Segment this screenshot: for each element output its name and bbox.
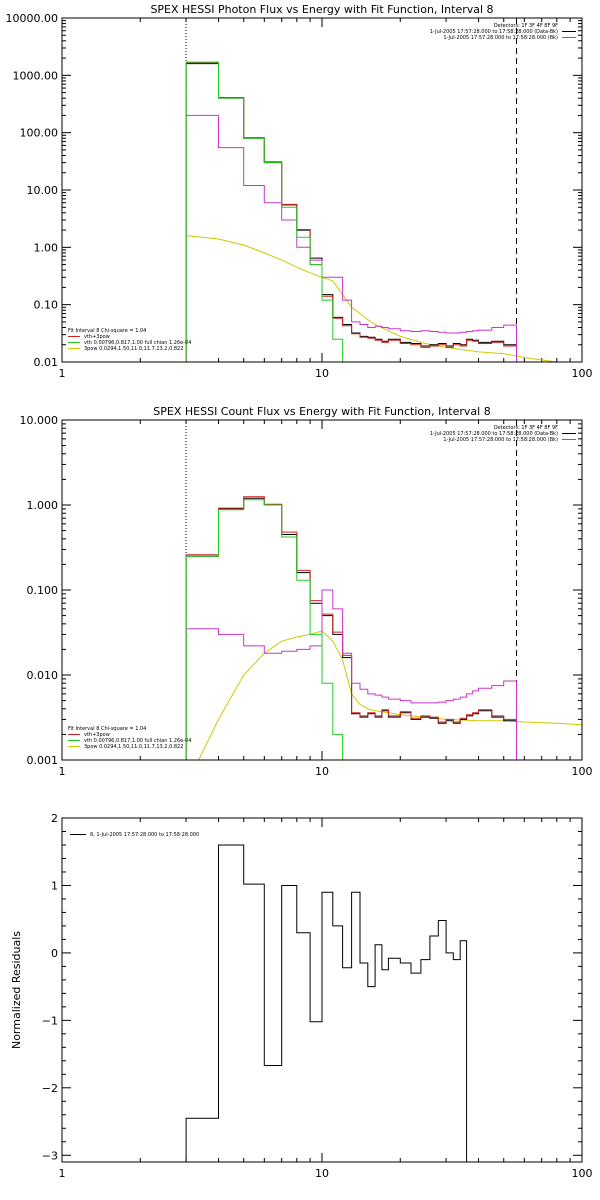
y-tick-label: 0.001 <box>27 754 59 767</box>
legend-entry: vth+3pow <box>84 334 110 340</box>
legend-entry: vth 0.00796,0.817,1.00 full chian 1.26e-… <box>84 738 191 744</box>
series-0-line <box>185 497 517 760</box>
chart-title: SPEX HESSI Count Flux vs Energy with Fit… <box>153 405 490 418</box>
y-tick-label: 10.000 <box>20 414 59 427</box>
plot-area <box>185 420 582 760</box>
legend-header: Fit Interval 8 Chi-square = 1.04 <box>68 726 146 732</box>
x-tick-label: 1 <box>59 367 66 380</box>
y-tick-label: 10000.00 <box>6 12 59 25</box>
residuals-panel: Normalized Residuals 1 10 100 −3 −2 −1 0 1 2 8, 1-… <box>10 812 593 1180</box>
info-line: Detectors: 1F 3F 4F 8F 9F <box>494 425 558 431</box>
y-tick-label: 0.10 <box>34 299 59 312</box>
y-tick-label: 2 <box>51 812 58 825</box>
x-tick-label: 100 <box>572 367 593 380</box>
x-tick-label: 100 <box>572 1167 593 1180</box>
fit-powerlaw-line <box>185 630 582 760</box>
fit-powerlaw-line <box>185 235 562 362</box>
legend-entry: 8, 1-Jul-2005 17:57:28.000 to 17:58:28.0… <box>90 832 199 838</box>
y-tick-label: 0.01 <box>34 356 59 369</box>
legend-entry: 3pow 0.0294,1.50,11.0,11.7,13.2,0.822 <box>84 744 183 750</box>
x-tick-label: 10 <box>315 367 329 380</box>
y-tick-label: 1.000 <box>27 499 59 512</box>
x-tick-label: 10 <box>315 1167 329 1180</box>
plot-area <box>185 844 468 1162</box>
series-2-line <box>185 589 517 760</box>
plot-frame <box>61 419 583 761</box>
count-flux-panel: SPEX HESSI Count Flux vs Energy with Fit… <box>20 405 593 778</box>
fit-thermal-line <box>185 61 353 362</box>
x-tick-label: 100 <box>572 765 593 778</box>
x-tick-label: 10 <box>315 765 329 778</box>
y-tick-label: 1000.00 <box>13 69 59 82</box>
y-tick-label: 0.010 <box>27 669 59 682</box>
y-tick-label: −1 <box>42 1014 58 1027</box>
legend-entry: vth+3pow <box>84 732 110 738</box>
y-axis-label: Normalized Residuals <box>10 931 23 1049</box>
legend-header: Fit Interval 8 Chi-square = 1.04 <box>68 328 146 334</box>
plot-frame <box>61 17 583 363</box>
y-tick-label: 0 <box>51 947 58 960</box>
x-tick-label: 1 <box>59 1167 66 1180</box>
plot-frame <box>61 817 583 1163</box>
photon-flux-panel: SPEX HESSI Photon Flux vs Energy with Fi… <box>6 3 593 380</box>
x-tick-label: 1 <box>59 765 66 778</box>
info-line: 1-Jul-2005 17:57:28.000 to 17:58:28.000 … <box>430 29 558 35</box>
info-line: 1-Jul-2005 17:57:28.000 to 17:58:28.000 … <box>443 437 558 443</box>
series-1-line <box>185 496 517 760</box>
y-tick-label: −3 <box>42 1149 58 1162</box>
legend-entry: vth 0.00796,0.817,1.00 full chian 1.26e-… <box>84 340 191 346</box>
series-2-line <box>185 114 517 362</box>
y-tick-label: 0.100 <box>27 584 59 597</box>
y-tick-label: 1.00 <box>34 241 59 254</box>
info-line: 1-Jul-2005 17:57:28.000 to 17:58:28.000 … <box>430 431 558 437</box>
fit-thermal-line <box>185 499 353 760</box>
y-tick-label: 100.00 <box>20 127 59 140</box>
series-1-line <box>185 62 517 362</box>
y-tick-label: −2 <box>42 1082 58 1095</box>
info-line: Detectors: 1F 3F 4F 8F 9F <box>494 23 558 29</box>
series-0-line <box>185 844 468 1162</box>
y-tick-label: 1 <box>51 879 58 892</box>
plot-area <box>185 18 562 362</box>
legend-entry: 3pow 0.0294,1.50,11.0,11.7,13.2,0.822 <box>84 346 183 352</box>
chart-title: SPEX HESSI Photon Flux vs Energy with Fi… <box>150 3 493 16</box>
info-line: 1-Jul-2005 17:57:28.000 to 17:58:28.000 … <box>443 35 558 41</box>
y-tick-label: 10.00 <box>27 184 59 197</box>
